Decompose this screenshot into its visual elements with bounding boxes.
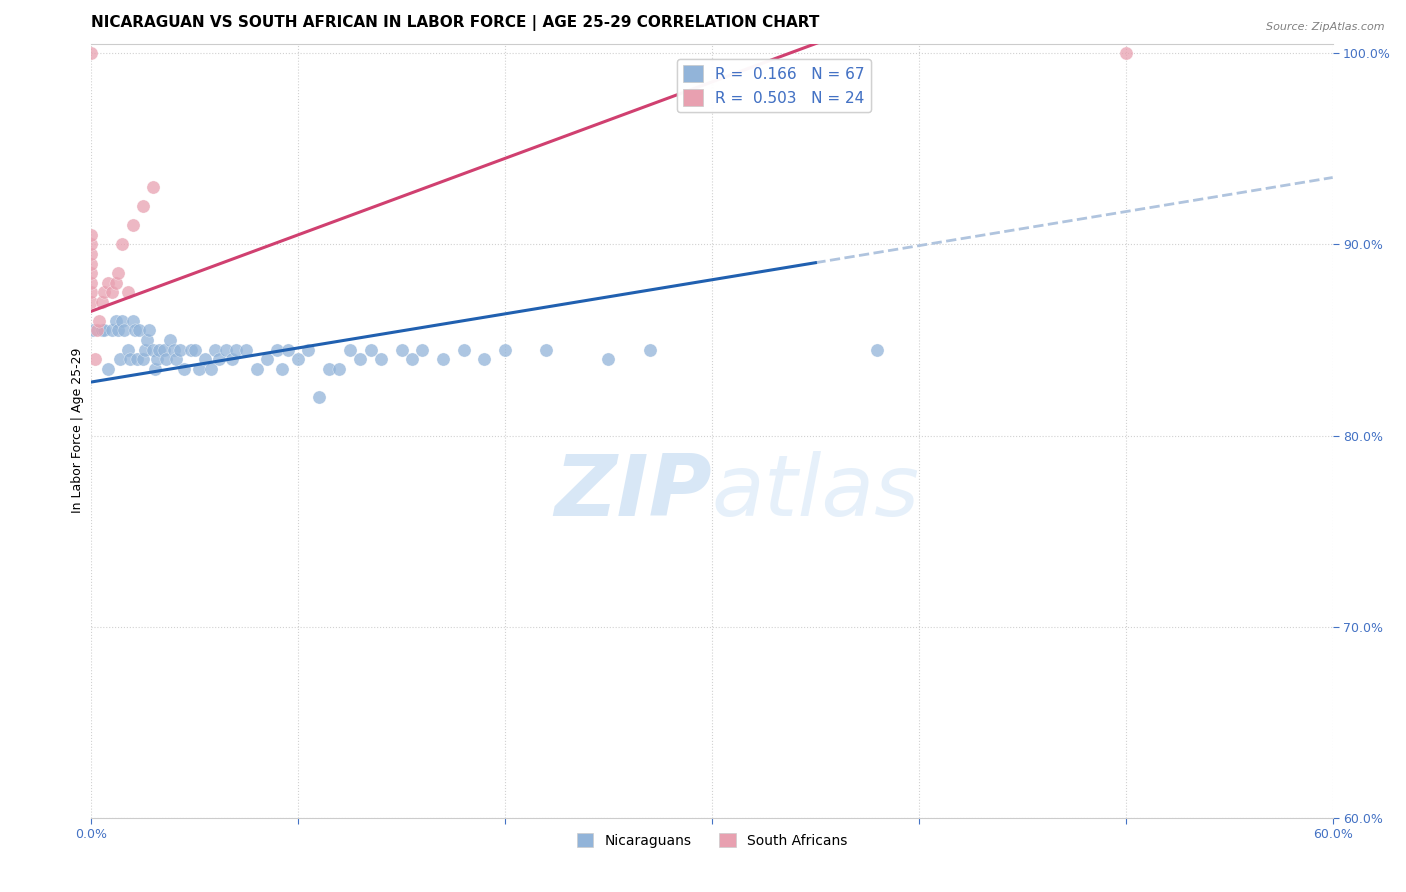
Point: [173, 361, 195, 376]
Y-axis label: In Labor Force | Age 25-29: In Labor Force | Age 25-29: [72, 348, 84, 514]
Point: [401, 352, 423, 367]
Point: [432, 352, 454, 367]
Point: [105, 276, 128, 290]
Point: [194, 352, 217, 367]
Point: [598, 352, 620, 367]
Point: [134, 343, 156, 357]
Text: NICARAGUAN VS SOUTH AFRICAN IN LABOR FORCE | AGE 25-29 CORRELATION CHART: NICARAGUAN VS SOUTH AFRICAN IN LABOR FOR…: [91, 15, 820, 31]
Point: [90, 323, 112, 337]
Point: [124, 323, 146, 337]
Point: [108, 352, 131, 367]
Point: [117, 343, 139, 357]
Point: [221, 352, 243, 367]
Point: [638, 343, 661, 357]
Text: ZIP: ZIP: [554, 451, 711, 534]
Point: [143, 361, 166, 376]
Point: [866, 343, 889, 357]
Point: [225, 343, 247, 357]
Point: [138, 323, 160, 337]
Point: [453, 343, 475, 357]
Point: [142, 343, 165, 357]
Point: [411, 343, 433, 357]
Point: [270, 361, 292, 376]
Point: [80, 266, 103, 280]
Text: atlas: atlas: [711, 451, 920, 534]
Point: [112, 323, 135, 337]
Point: [107, 323, 129, 337]
Point: [536, 343, 558, 357]
Point: [132, 352, 155, 367]
Point: [132, 199, 155, 213]
Point: [208, 352, 231, 367]
Point: [152, 343, 174, 357]
Point: [1115, 46, 1137, 61]
Point: [297, 343, 319, 357]
Point: [89, 314, 111, 328]
Point: [165, 352, 187, 367]
Point: [80, 46, 103, 61]
Point: [90, 294, 112, 309]
Point: [80, 285, 103, 300]
Point: [200, 361, 222, 376]
Point: [80, 237, 103, 252]
Point: [111, 237, 134, 252]
Point: [80, 227, 103, 242]
Point: [121, 219, 143, 233]
Point: [101, 323, 124, 337]
Text: Source: ZipAtlas.com: Source: ZipAtlas.com: [1267, 22, 1385, 32]
Point: [494, 343, 516, 357]
Point: [179, 343, 201, 357]
Point: [370, 352, 392, 367]
Point: [142, 180, 165, 194]
Point: [146, 352, 169, 367]
Point: [183, 343, 205, 357]
Point: [80, 294, 103, 309]
Point: [93, 323, 115, 337]
Point: [105, 314, 128, 328]
Point: [101, 285, 124, 300]
Point: [472, 352, 495, 367]
Point: [287, 352, 309, 367]
Point: [266, 343, 288, 357]
Point: [204, 343, 226, 357]
Point: [349, 352, 371, 367]
Point: [82, 323, 104, 337]
Point: [163, 343, 186, 357]
Point: [136, 333, 159, 347]
Point: [169, 343, 191, 357]
Point: [111, 314, 134, 328]
Point: [339, 343, 361, 357]
Point: [80, 256, 103, 270]
Point: [97, 361, 120, 376]
Point: [148, 343, 170, 357]
Point: [84, 352, 107, 367]
Legend: R =  0.166   N = 67, R =  0.503   N = 24: R = 0.166 N = 67, R = 0.503 N = 24: [678, 59, 870, 112]
Point: [93, 285, 115, 300]
Point: [235, 343, 257, 357]
Point: [159, 333, 181, 347]
Point: [117, 285, 139, 300]
Point: [86, 323, 108, 337]
Point: [215, 343, 238, 357]
Point: [107, 266, 129, 280]
Point: [256, 352, 278, 367]
Point: [125, 352, 148, 367]
Point: [328, 361, 350, 376]
Point: [121, 314, 143, 328]
Point: [277, 343, 299, 357]
Point: [128, 323, 150, 337]
Point: [187, 361, 209, 376]
Point: [80, 276, 103, 290]
Point: [391, 343, 413, 357]
Point: [97, 276, 120, 290]
Point: [360, 343, 382, 357]
Point: [120, 352, 142, 367]
Point: [80, 247, 103, 261]
Point: [155, 352, 177, 367]
Point: [308, 390, 330, 404]
Point: [318, 361, 340, 376]
Point: [246, 361, 269, 376]
